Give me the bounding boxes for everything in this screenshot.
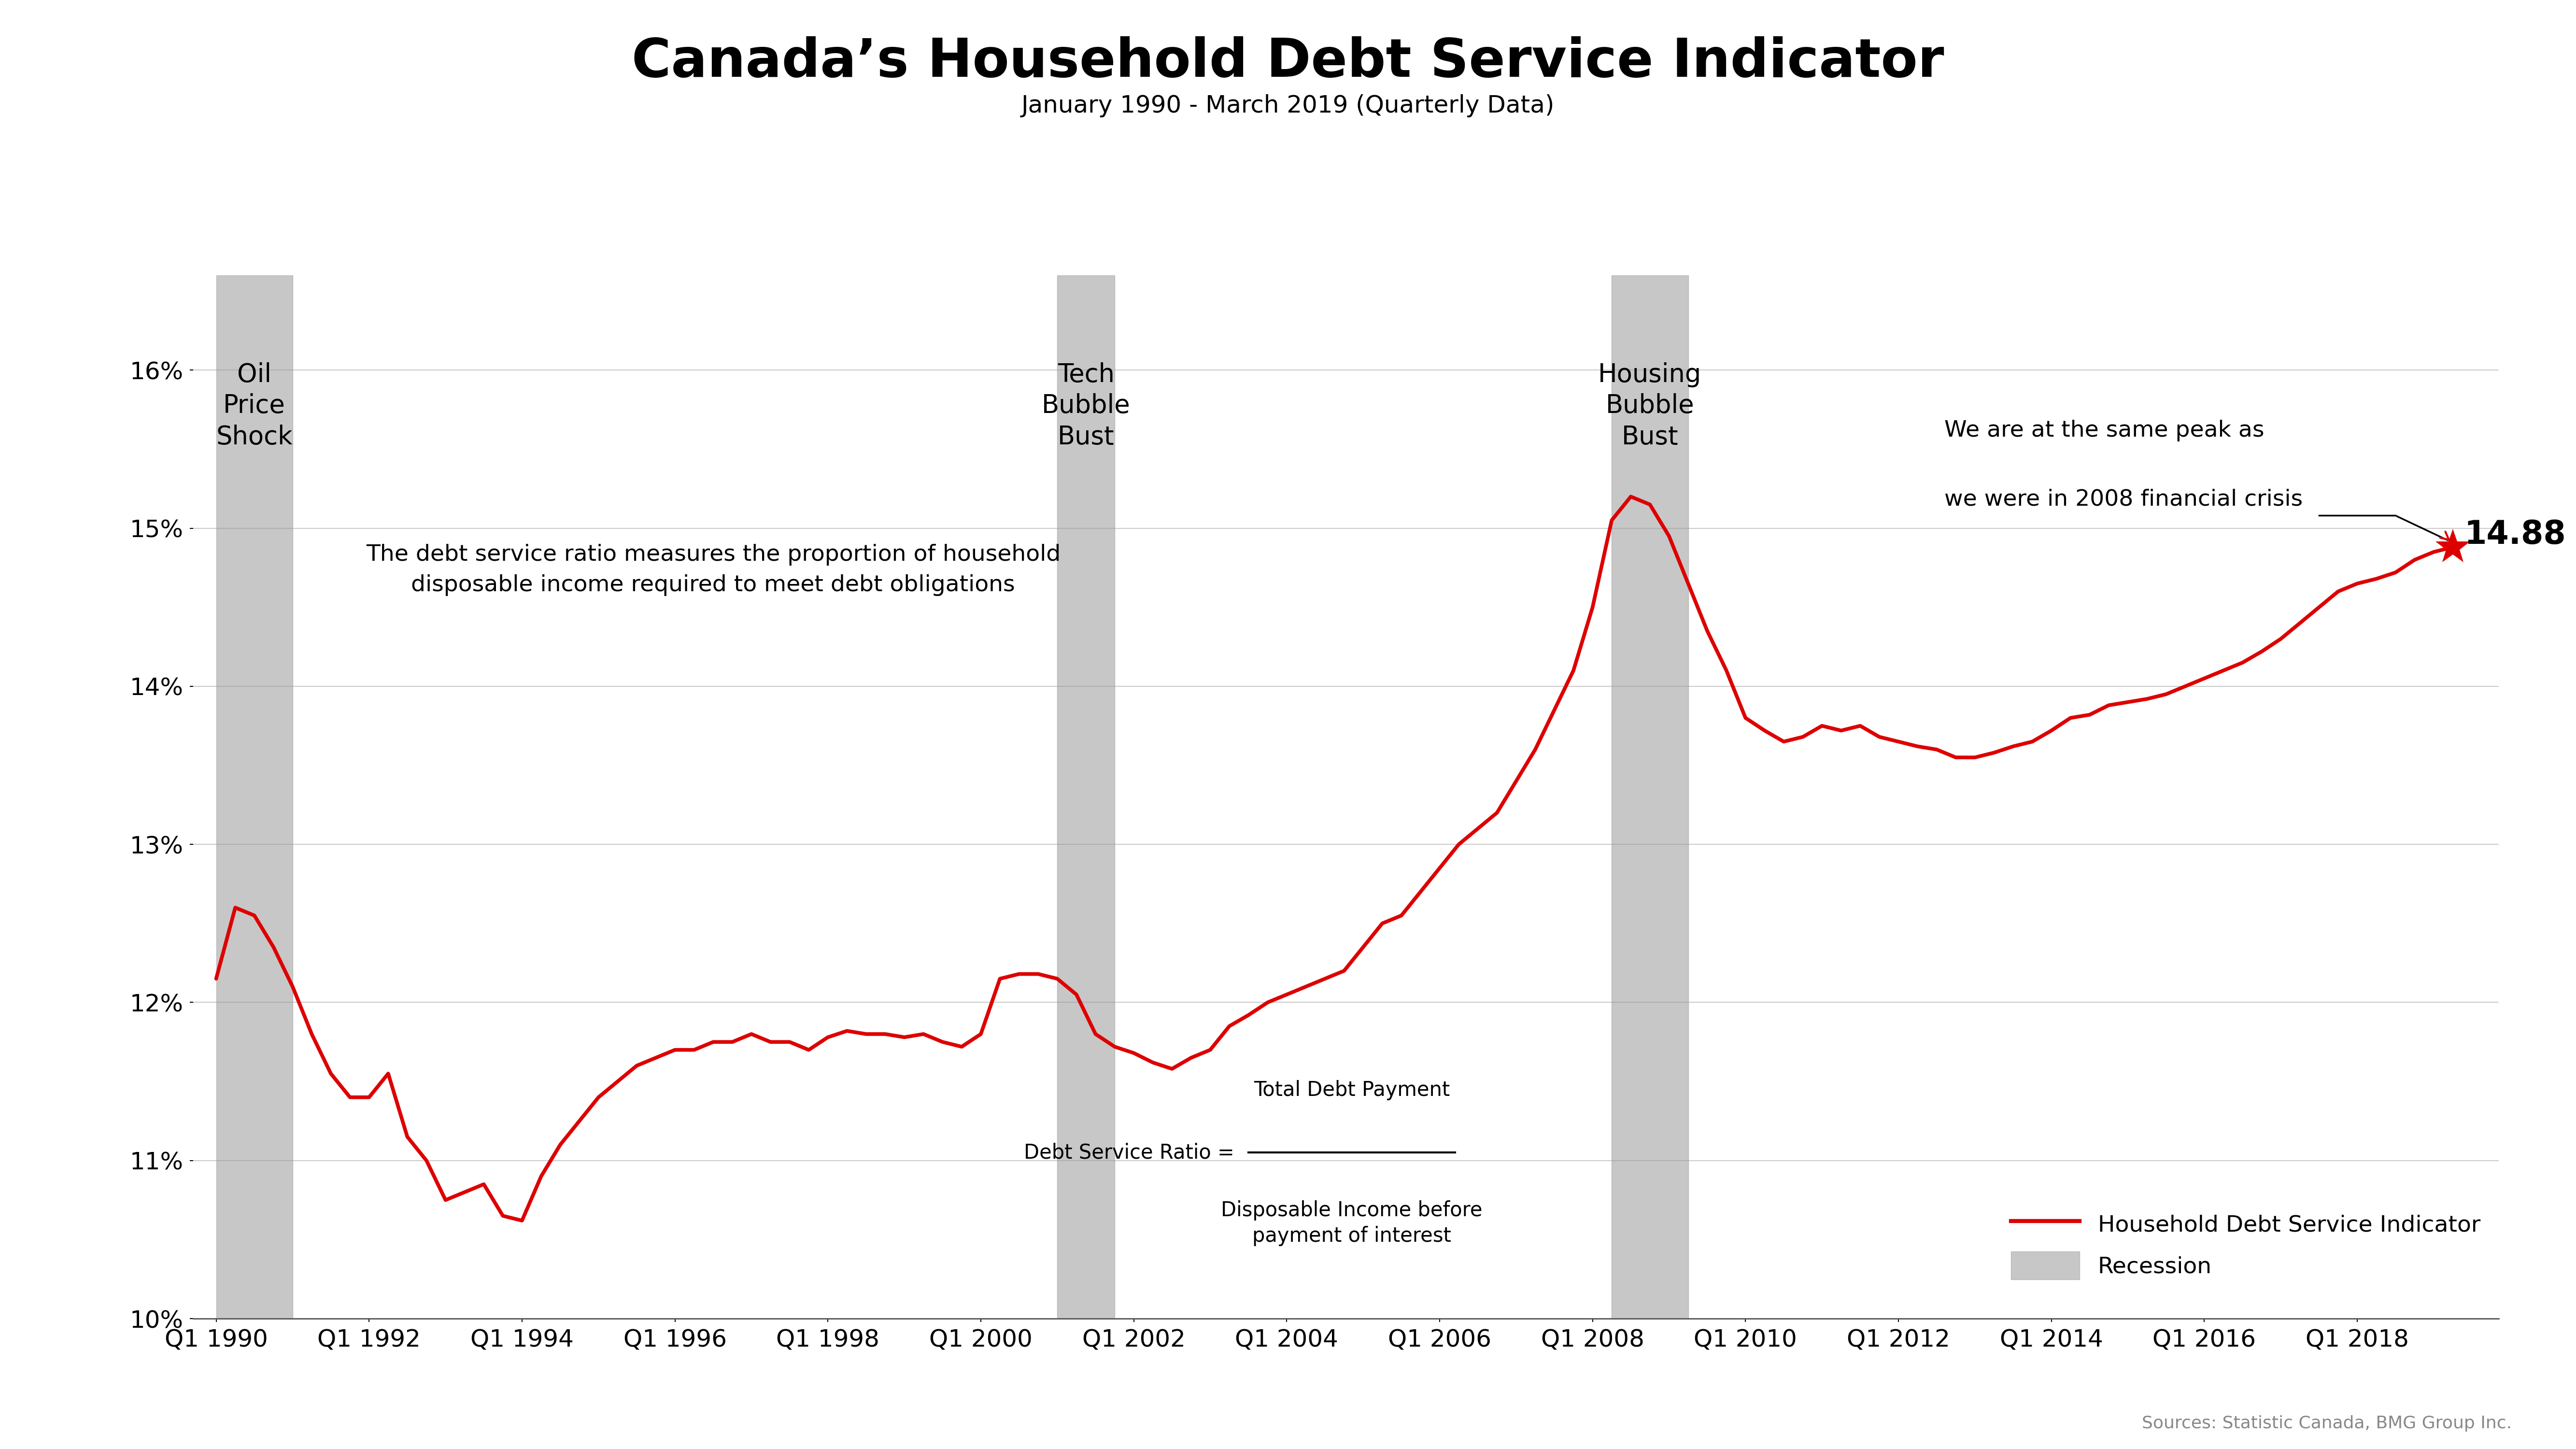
Text: Total Debt Payment: Total Debt Payment bbox=[1255, 1080, 1450, 1100]
Bar bbox=[1056, 275, 1115, 1319]
Text: Disposable Income before
payment of interest: Disposable Income before payment of inte… bbox=[1221, 1200, 1481, 1246]
Text: Sources: Statistic Canada, BMG Group Inc.: Sources: Statistic Canada, BMG Group Inc… bbox=[2141, 1416, 2512, 1432]
Text: The debt service ratio measures the proportion of household
disposable income re: The debt service ratio measures the prop… bbox=[366, 543, 1061, 596]
Legend: Household Debt Service Indicator, Recession: Household Debt Service Indicator, Recess… bbox=[2004, 1203, 2488, 1287]
Text: 14.88: 14.88 bbox=[2465, 519, 2566, 551]
Text: Debt Service Ratio =: Debt Service Ratio = bbox=[1025, 1142, 1242, 1162]
Text: Canada’s Household Debt Service Indicator: Canada’s Household Debt Service Indicato… bbox=[631, 36, 1945, 88]
Text: Oil
Price
Shock: Oil Price Shock bbox=[216, 362, 294, 449]
Bar bbox=[216, 275, 294, 1319]
Text: Tech
Bubble
Bust: Tech Bubble Bust bbox=[1041, 362, 1131, 449]
Text: January 1990 - March 2019 (Quarterly Data): January 1990 - March 2019 (Quarterly Dat… bbox=[1020, 94, 1556, 117]
Text: Housing
Bubble
Bust: Housing Bubble Bust bbox=[1597, 362, 1703, 449]
Text: we were in 2008 financial crisis: we were in 2008 financial crisis bbox=[1945, 488, 2303, 510]
Text: We are at the same peak as: We are at the same peak as bbox=[1945, 420, 2264, 442]
Bar bbox=[1613, 275, 1687, 1319]
